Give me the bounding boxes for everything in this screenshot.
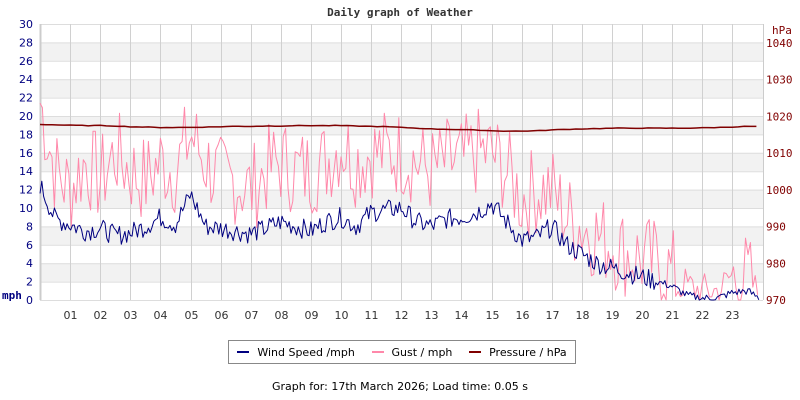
- x-tick-label: 01: [64, 309, 78, 322]
- chart-title: Daily graph of Weather: [327, 6, 473, 19]
- legend-label-wind: Wind Speed /mph: [257, 345, 355, 359]
- y-tick-label-left: 18: [19, 128, 33, 141]
- x-tick-label: 12: [395, 309, 409, 322]
- y-tick-label-left: 4: [26, 257, 33, 270]
- weather-chart: 01 02 03 04 05 06 07 08 09 10 11 12 13 14 15 16 17 18 19 20…: [2, 18, 793, 322]
- y-tick-label-left: 14: [19, 165, 33, 178]
- x-tick-label: 19: [606, 309, 620, 322]
- x-tick-label: 21: [666, 309, 680, 322]
- x-tick-label: 15: [486, 309, 500, 322]
- x-tick-label: 07: [245, 309, 259, 322]
- y-tick-label-right: 1040: [766, 37, 793, 50]
- x-tick-label: 05: [185, 309, 199, 322]
- series-wind: [39, 180, 760, 301]
- gust-swatch-icon: [371, 351, 384, 353]
- y-tick-label-right: 990: [766, 221, 786, 234]
- x-tick-label: 06: [215, 309, 229, 322]
- x-tick-label: 02: [94, 309, 108, 322]
- x-tick-label: 14: [455, 309, 469, 322]
- wind-swatch-icon: [237, 351, 250, 353]
- y-tick-label-left: 20: [19, 110, 33, 123]
- x-tick-label: 18: [576, 309, 590, 322]
- y-tick-label-right: 980: [766, 257, 786, 270]
- x-tick-label: 23: [726, 309, 740, 322]
- x-tick-label: 13: [425, 309, 439, 322]
- y-tick-label-right: 1020: [766, 110, 793, 123]
- x-tick-label: 22: [696, 309, 710, 322]
- x-tick-label: 17: [546, 309, 560, 322]
- y-tick-label-left: 0: [26, 294, 33, 307]
- y-tick-label-left: 10: [19, 202, 33, 215]
- x-tick-label: 04: [154, 309, 168, 322]
- y-tick-label-left: 16: [19, 147, 33, 160]
- legend-label-gust: Gust / mph: [391, 345, 453, 359]
- graph-footer: Graph for: 17th March 2026; Load time: 0…: [271, 380, 529, 393]
- series-gust: [39, 102, 759, 301]
- legend-label-pressure: Pressure / hPa: [489, 345, 567, 359]
- pressure-swatch-icon: [469, 351, 482, 353]
- legend-item-pressure: Pressure / hPa: [469, 346, 567, 359]
- y-tick-label-right: 970: [766, 294, 786, 307]
- y-tick-label-left: 26: [19, 55, 33, 68]
- y-tick-label-left: 22: [19, 92, 33, 105]
- y-tick-label-left: 6: [26, 239, 33, 252]
- y-tick-label-left: 2: [26, 276, 33, 289]
- y-tick-label-right: 1000: [766, 184, 793, 197]
- x-tick-label: 09: [305, 309, 319, 322]
- y-tick-label-right: 1030: [766, 74, 793, 87]
- x-tick-label: 11: [365, 309, 379, 322]
- x-tick-label: 16: [516, 309, 530, 322]
- y-tick-label-left: 30: [19, 18, 33, 31]
- x-tick-label: 08: [275, 309, 289, 322]
- y-tick-label-right: 1010: [766, 147, 793, 160]
- legend-item-wind: Wind Speed /mph: [237, 346, 355, 359]
- y-axis-unit-left: mph: [2, 289, 22, 302]
- legend-item-gust: Gust / mph: [371, 345, 453, 359]
- y-tick-label-left: 28: [19, 36, 33, 49]
- y-tick-label-left: 12: [19, 184, 33, 197]
- series-pressure: [39, 123, 757, 132]
- x-tick-label: 20: [636, 309, 650, 322]
- y-tick-label-left: 24: [19, 73, 33, 86]
- y-tick-label-left: 8: [26, 220, 33, 233]
- x-tick-label: 03: [124, 309, 138, 322]
- x-tick-label: 10: [335, 309, 349, 322]
- y-axis-unit-right: hPa: [772, 24, 792, 37]
- chart-legend: Wind Speed /mph Gust / mph Pressure / hP…: [228, 340, 576, 364]
